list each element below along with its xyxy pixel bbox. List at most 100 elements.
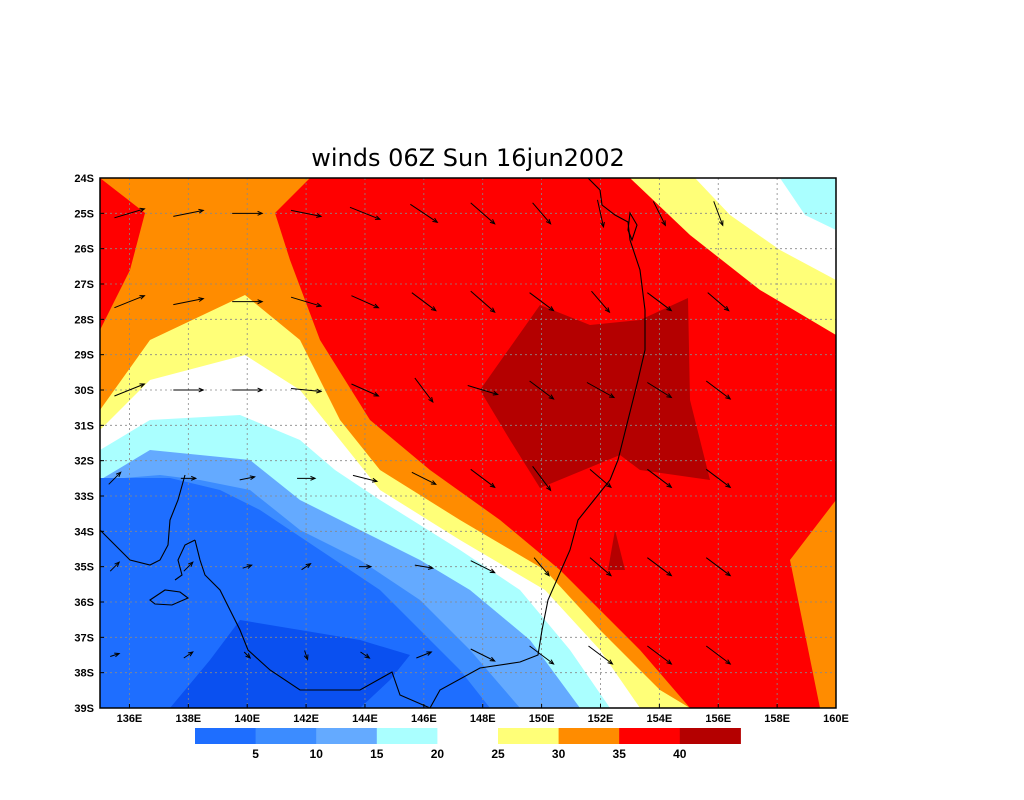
colorbar-swatch (255, 728, 317, 744)
wind-vector (713, 201, 724, 227)
wind-vector (239, 475, 256, 481)
wind-vector (232, 210, 264, 216)
colorbar-swatch (316, 728, 378, 744)
band-40-45-west (100, 178, 145, 330)
wind-vector (589, 557, 612, 577)
wind-vector (470, 648, 496, 662)
wind-vector (349, 206, 382, 220)
lon-tick-label: 138E (175, 713, 201, 725)
wind-vector (705, 468, 732, 489)
lat-tick-label: 38S (74, 668, 94, 680)
wind-vector (529, 292, 555, 312)
wind-vector (532, 466, 552, 492)
wind-vector (470, 468, 496, 489)
colorbar-label: 30 (552, 747, 566, 761)
wind-vector (351, 295, 380, 309)
wind-vector (114, 207, 146, 219)
colorbar-label: 40 (673, 747, 687, 761)
colorbar-label: 10 (310, 747, 324, 761)
lat-tick-label: 27S (74, 279, 94, 291)
lat-tick-label: 35S (74, 562, 94, 574)
wind-vector (303, 650, 309, 661)
wind-vector (232, 299, 264, 305)
colorbar-label: 15 (370, 747, 384, 761)
coastline-east (429, 178, 646, 708)
wind-speed-contours (100, 178, 836, 708)
wind-vector (652, 201, 666, 227)
colorbar-swatch (437, 728, 499, 744)
wind-vector (297, 475, 317, 481)
lat-tick-label: 26S (74, 244, 94, 256)
coastline-yorke (174, 539, 196, 581)
wind-vector (647, 292, 673, 312)
wind-vector (351, 383, 380, 397)
lat-tick-label: 36S (74, 597, 94, 609)
colorbar-label: 20 (431, 747, 445, 761)
latitude-tick-labels: 24S 25S 26S 27S 28S 29S 30S 31S 32S 33S 34S 35S 36S 3… (74, 173, 104, 715)
colorbar-label: 5 (252, 747, 259, 761)
lon-tick-label: 154E (647, 713, 673, 725)
wind-vector (411, 292, 437, 312)
band-45-plus-south (608, 530, 625, 570)
lat-tick-label: 34S (74, 526, 94, 538)
wind-vector (290, 296, 323, 308)
band-0-5 (170, 620, 410, 708)
colorbar-label: 25 (491, 747, 505, 761)
lon-tick-label: 148E (470, 713, 496, 725)
lon-tick-label: 150E (529, 713, 555, 725)
colorbar-swatch (558, 728, 620, 744)
wind-vector (647, 382, 673, 399)
wind-vector (352, 474, 379, 483)
wind-vector (647, 468, 673, 489)
wind-vector (467, 385, 499, 396)
colorbar-swatch (195, 728, 257, 744)
wind-vector (173, 387, 205, 393)
wind-vector (232, 387, 264, 393)
wind-vector (707, 292, 730, 312)
colorbar-swatch (376, 728, 438, 744)
coastline (100, 178, 646, 708)
lat-tick-label: 33S (74, 491, 94, 503)
lat-tick-label: 31S (74, 420, 94, 432)
colorbar-swatch (679, 728, 741, 744)
wind-vector (470, 290, 496, 314)
wind-vector (173, 208, 205, 217)
lon-tick-label: 140E (234, 713, 260, 725)
colorbar-swatch (498, 728, 560, 744)
lon-tick-label: 146E (411, 713, 437, 725)
lon-tick-label: 142E (293, 713, 319, 725)
lat-tick-label: 30S (74, 385, 94, 397)
wind-vector (183, 651, 194, 659)
wind-vector (358, 564, 373, 570)
wind-vector (291, 388, 323, 394)
wind-vector (470, 560, 496, 574)
wind-vector (705, 557, 732, 577)
lon-tick-label: 144E (352, 713, 378, 725)
wind-vector (360, 651, 371, 659)
wind-vector (114, 383, 146, 397)
wind-vector (114, 295, 146, 309)
wind-vector (705, 645, 732, 665)
lat-tick-label: 25S (74, 208, 94, 220)
lon-tick-label: 156E (705, 713, 731, 725)
wind-vector (290, 209, 323, 218)
wind-vector (416, 651, 433, 659)
wind-vector (243, 651, 252, 659)
band-45-plus-core (480, 298, 710, 488)
wind-vector (242, 564, 253, 569)
wind-vector (414, 377, 434, 404)
wind-vector (173, 297, 205, 306)
wind-vector (108, 471, 122, 485)
longitude-tick-labels: 136E 138E 140E 142E 144E 146E 148E 150E 152E 154E… (117, 704, 849, 725)
colorbar-swatch (619, 728, 681, 744)
lon-tick-label: 136E (117, 713, 143, 725)
lat-tick-label: 37S (74, 632, 94, 644)
graticule (100, 178, 836, 708)
wind-vector (411, 471, 437, 485)
colorbar-label: 35 (613, 747, 627, 761)
wind-vector (180, 475, 198, 481)
wind-vector (529, 645, 555, 665)
wind-vector (705, 380, 732, 400)
wind-vector (414, 564, 435, 570)
